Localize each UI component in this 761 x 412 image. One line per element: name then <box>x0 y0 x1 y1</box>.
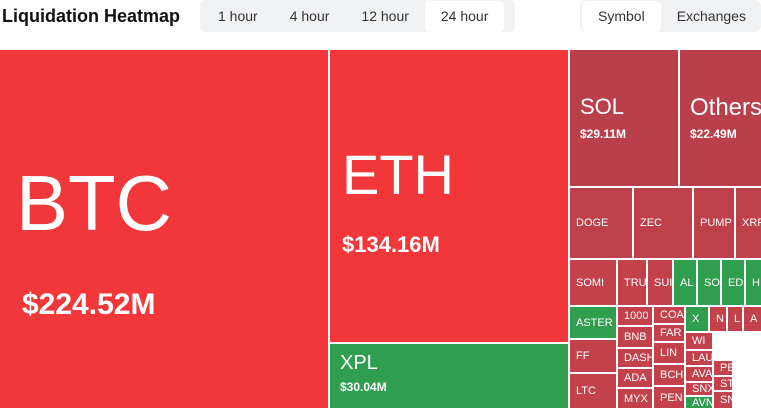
tile[interactable]: AL <box>674 260 696 305</box>
tile-value: $22.49M <box>690 127 737 141</box>
tile[interactable]: A <box>744 307 761 331</box>
tile-label: WI <box>692 335 706 347</box>
tile-label: PEN <box>660 391 683 404</box>
tile[interactable]: BCH <box>654 365 684 385</box>
tile-label: LAU <box>692 352 712 364</box>
tile[interactable]: DASH <box>618 349 652 367</box>
tile[interactable]: SOMI <box>570 260 616 305</box>
tile[interactable]: SUI <box>648 260 672 305</box>
tile[interactable]: AVA <box>686 367 712 381</box>
tile[interactable]: WI <box>686 333 712 349</box>
tile-label: XRP <box>742 217 761 229</box>
tile-label: 1000 <box>624 310 649 322</box>
tile[interactable]: LAU <box>686 351 712 365</box>
tile-label: TRU <box>624 276 646 289</box>
view-tabs: Symbol Exchanges <box>580 0 761 32</box>
tile-value: $134.16M <box>342 232 440 257</box>
tile-label: BCH <box>660 369 684 381</box>
tile-label: N <box>716 313 724 325</box>
tile-label: A <box>750 313 758 325</box>
tile-label: H <box>752 276 760 289</box>
tile-label: SO <box>704 276 720 289</box>
time-tabs: 1 hour 4 hour 12 hour 24 hour <box>200 0 515 32</box>
tile[interactable]: FAR <box>654 325 684 341</box>
tile[interactable]: PE <box>714 361 732 375</box>
tile-value: $30.04M <box>340 380 387 394</box>
tile-label: ST <box>720 377 732 390</box>
tile-label: COA <box>660 309 684 321</box>
tile[interactable]: DOGE <box>570 188 632 258</box>
tile-label: AVA <box>692 368 712 380</box>
tile-label: XPL <box>340 352 378 374</box>
tile-label: ED <box>728 276 744 289</box>
tab[interactable]: 12 hour <box>361 8 409 24</box>
tile-label: LIN <box>660 347 678 359</box>
tile-label: SNX <box>692 383 712 395</box>
tile[interactable]: L <box>728 307 742 331</box>
tile[interactable]: FF <box>570 340 616 372</box>
tile-value: $224.52M <box>22 288 156 321</box>
tab[interactable]: 4 hour <box>289 8 330 24</box>
tile-label: SUI <box>654 276 672 289</box>
tile-label: PUMP <box>700 217 732 229</box>
tile-label: ZEC <box>640 217 662 229</box>
tile-label: BNB <box>624 331 647 343</box>
tile[interactable]: MYX <box>618 389 652 408</box>
tile-label: LTC <box>576 385 596 397</box>
tile[interactable]: PUMP <box>694 188 734 258</box>
tile-label: FF <box>576 350 590 362</box>
tile-label: ASTER <box>576 316 613 329</box>
tile[interactable]: AVN <box>686 397 712 408</box>
tile-label: BTC <box>16 159 172 247</box>
tab[interactable]: Symbol <box>582 1 661 32</box>
tile[interactable]: COA <box>654 307 684 323</box>
tab[interactable]: 1 hour <box>218 8 258 24</box>
tile[interactable]: ADA <box>618 369 652 387</box>
tile[interactable]: SNX <box>686 383 712 395</box>
tile-label: SN <box>720 394 732 406</box>
tile-label: FAR <box>660 327 682 339</box>
tile[interactable]: BTC $224.52M <box>0 50 328 408</box>
tile[interactable]: H <box>746 260 761 305</box>
tab[interactable]: 24 hour <box>424 1 505 32</box>
title: Liquidation Heatmap <box>2 6 181 26</box>
tile[interactable]: ASTER <box>570 307 616 338</box>
tile-value: $29.11M <box>580 127 627 141</box>
tile[interactable]: LIN <box>654 343 684 363</box>
tile-label: MYX <box>624 392 648 405</box>
tile-label: Others <box>690 94 761 121</box>
tile-label: ETH <box>342 143 454 206</box>
tile[interactable]: X <box>686 307 708 331</box>
tile-label: L <box>734 313 741 325</box>
tile[interactable]: ETH $134.16M <box>330 50 568 342</box>
tile[interactable]: TRU <box>618 260 646 305</box>
tile-label: SOMI <box>576 276 605 289</box>
tile[interactable]: Others $22.49M <box>680 50 761 186</box>
tile[interactable]: SO <box>698 260 720 305</box>
tile-label: DASH <box>624 352 652 364</box>
tile-label: DOGE <box>576 217 609 229</box>
tile-label: SOL <box>580 94 625 119</box>
tab[interactable]: Exchanges <box>676 8 746 24</box>
tile-label: AVN <box>692 397 712 408</box>
tile[interactable]: ED <box>722 260 744 305</box>
tile-label: ADA <box>624 372 647 384</box>
tile-label: X <box>692 313 700 325</box>
tile[interactable]: 1000 <box>618 307 652 325</box>
tile[interactable]: BNB <box>618 327 652 347</box>
tile[interactable]: ST <box>714 377 732 390</box>
tile[interactable]: XPL $30.04M <box>330 344 568 408</box>
tile[interactable]: LTC <box>570 374 616 408</box>
tile[interactable]: XRP <box>736 188 761 258</box>
tile[interactable]: SN <box>714 392 732 408</box>
tile[interactable]: N <box>710 307 726 331</box>
tile-label: AL <box>680 276 694 289</box>
tile[interactable]: PEN <box>654 387 684 408</box>
tile[interactable]: SOL $29.11M <box>570 50 678 186</box>
tile-label: PE <box>720 362 732 374</box>
tile[interactable]: ZEC <box>634 188 692 258</box>
